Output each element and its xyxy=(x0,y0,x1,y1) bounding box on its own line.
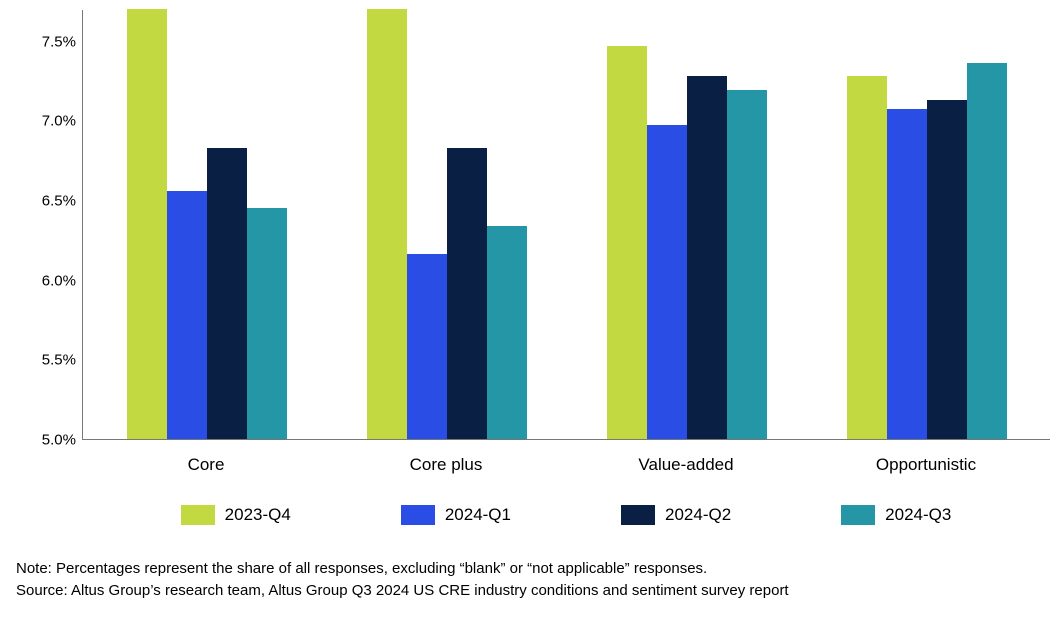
legend-swatch xyxy=(401,505,435,525)
legend-item: 2024-Q3 xyxy=(841,505,951,525)
bar xyxy=(447,148,487,439)
legend-label: 2024-Q1 xyxy=(445,505,511,525)
y-tick-label: 7.5% xyxy=(42,33,76,50)
bar xyxy=(887,109,927,439)
legend-item: 2023-Q4 xyxy=(181,505,291,525)
bar xyxy=(407,254,447,439)
bar xyxy=(127,9,167,439)
x-category-label: Core xyxy=(188,455,225,475)
footer-source: Source: Altus Group’s research team, Alt… xyxy=(16,580,1046,602)
legend: 2023-Q4 2024-Q1 2024-Q2 2024-Q3 xyxy=(82,500,1050,530)
bar xyxy=(847,76,887,439)
chart-container: 5.0%5.5%6.0%6.5%7.0%7.5% xyxy=(28,10,1050,440)
bar xyxy=(687,76,727,439)
legend-label: 2023-Q4 xyxy=(225,505,291,525)
y-axis: 5.0%5.5%6.0%6.5%7.0%7.5% xyxy=(28,10,82,440)
bar xyxy=(727,90,767,439)
y-tick-label: 5.0% xyxy=(42,432,76,449)
x-category-label: Core plus xyxy=(410,455,483,475)
legend-item: 2024-Q1 xyxy=(401,505,511,525)
y-tick-label: 5.5% xyxy=(42,352,76,369)
bar xyxy=(367,9,407,439)
legend-item: 2024-Q2 xyxy=(621,505,731,525)
bar xyxy=(647,125,687,439)
bar xyxy=(487,226,527,439)
x-axis-labels: Core Core plus Value-added Opportunistic xyxy=(82,455,1050,485)
x-category-label: Value-added xyxy=(638,455,733,475)
legend-swatch xyxy=(621,505,655,525)
legend-label: 2024-Q3 xyxy=(885,505,951,525)
footer: Note: Percentages represent the share of… xyxy=(16,558,1046,602)
y-tick-label: 6.0% xyxy=(42,272,76,289)
x-category-label: Opportunistic xyxy=(876,455,976,475)
bar xyxy=(967,63,1007,439)
y-tick-label: 6.5% xyxy=(42,193,76,210)
bar xyxy=(247,208,287,439)
y-tick-label: 7.0% xyxy=(42,113,76,130)
bar xyxy=(927,100,967,439)
legend-swatch xyxy=(181,505,215,525)
bar xyxy=(167,191,207,439)
bar xyxy=(607,46,647,439)
legend-label: 2024-Q2 xyxy=(665,505,731,525)
plot-area xyxy=(82,10,1050,440)
bar xyxy=(207,148,247,439)
footer-note: Note: Percentages represent the share of… xyxy=(16,558,1046,580)
legend-swatch xyxy=(841,505,875,525)
